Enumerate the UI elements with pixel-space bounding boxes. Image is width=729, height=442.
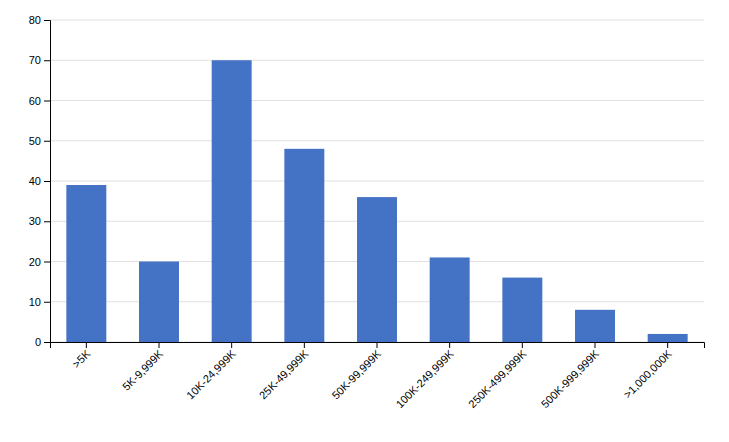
grid (50, 20, 704, 342)
bar (139, 262, 179, 343)
tick-mark (522, 342, 523, 348)
tick: >5K (70, 342, 93, 370)
tick: 40 (29, 175, 50, 187)
grid-line (50, 20, 704, 21)
tick-label: 50 (29, 135, 41, 147)
tick-mark (377, 342, 378, 348)
x-axis: >5K 5K-9,999K 10K-24,999K 25K-49,999K 50K-99… (51, 342, 705, 410)
tick: 250K-499,999K (466, 342, 529, 410)
tick-mark (304, 342, 305, 348)
tick-mark (44, 221, 50, 222)
tick: 50K-99,999K (329, 342, 383, 401)
tick-label: 60 (29, 95, 41, 107)
tick-mark (44, 101, 50, 102)
tick: >1,000,000K (621, 342, 674, 400)
tick-label: 80 (29, 14, 41, 26)
tick-label: 500K-999,999K (539, 347, 602, 410)
tick: 10 (29, 296, 50, 308)
bar (284, 149, 324, 342)
bar (502, 278, 542, 342)
tick-mark (44, 60, 50, 61)
chart: 0 10 20 30 40 50 60 70 80 >5K 5K-9,999K 10K-24,999K… (0, 0, 729, 442)
tick-mark (231, 342, 232, 348)
tick-label: 25K-49,999K (257, 347, 311, 401)
plot: 0 10 20 30 40 50 60 70 80 >5K 5K-9,999K 10K-24,999K… (29, 14, 705, 410)
bar (357, 197, 397, 342)
grid-line (50, 140, 704, 141)
tick-mark (44, 262, 50, 263)
tick-label: 30 (29, 215, 41, 227)
tick-mark (44, 181, 50, 182)
tick-label: 50K-99,999K (329, 347, 383, 401)
tick-label: >1,000,000K (621, 347, 674, 400)
tick: 30 (29, 215, 50, 227)
tick-mark (86, 342, 87, 348)
tick-label: 10 (29, 296, 41, 308)
bar (648, 334, 688, 342)
bar (212, 60, 252, 342)
tick-mark (449, 342, 450, 348)
tick-label: 250K-499,999K (466, 347, 529, 410)
tick-label: 10K-24,999K (184, 347, 238, 401)
tick-mark (595, 342, 596, 348)
tick-mark (44, 302, 50, 303)
tick-mark (44, 141, 50, 142)
tick: 5K-9,999K (120, 342, 166, 393)
tick: 0 (35, 336, 50, 348)
tick: 80 (29, 14, 50, 26)
bar (430, 257, 470, 342)
tick: 60 (29, 95, 50, 107)
tick-label: 100K-249,999K (393, 347, 456, 410)
axis-line (44, 21, 51, 343)
tick: 10K-24,999K (184, 342, 238, 401)
tick: 70 (29, 54, 50, 66)
tick-mark (44, 342, 50, 343)
tick-label: 0 (35, 336, 41, 348)
grid-line (50, 100, 704, 101)
bars (66, 60, 687, 342)
bar (575, 310, 615, 342)
bar (66, 185, 106, 342)
tick-mark (667, 342, 668, 348)
tick: 50 (29, 135, 50, 147)
y-axis: 0 10 20 30 40 50 60 70 80 (29, 14, 51, 348)
grid-line (50, 60, 704, 61)
tick: 25K-49,999K (257, 342, 311, 401)
tick: 500K-999,999K (539, 342, 602, 410)
tick-mark (44, 20, 50, 21)
tick-label: 20 (29, 256, 41, 268)
axis-line (51, 343, 705, 349)
tick-label: 40 (29, 175, 41, 187)
tick-mark (159, 342, 160, 348)
tick-label: 70 (29, 54, 41, 66)
tick: 20 (29, 256, 50, 268)
tick-label: >5K (70, 347, 93, 370)
grid-line (50, 181, 704, 182)
tick: 100K-249,999K (393, 342, 456, 410)
tick-label: 5K-9,999K (120, 347, 166, 393)
